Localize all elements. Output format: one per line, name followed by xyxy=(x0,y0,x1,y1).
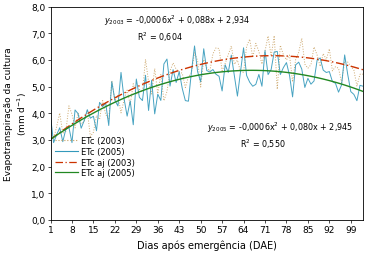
Text: $\mathit{y}_{2003}$ = -0,0006x$^2$ + 0,088x + 2,934
             R$^2$ = 0,604: $\mathit{y}_{2003}$ = -0,0006x$^2$ + 0,0… xyxy=(104,14,250,44)
Text: $\mathit{y}_{2005}$ = -0,0006x$^2$ + 0,080x + 2,945
             R$^2$ = 0,550: $\mathit{y}_{2005}$ = -0,0006x$^2$ + 0,0… xyxy=(207,120,353,150)
X-axis label: Dias após emergência (DAE): Dias após emergência (DAE) xyxy=(137,239,277,250)
Legend: ETc (2003), ETc (2005), ETc aj (2003), ETc aj (2005): ETc (2003), ETc (2005), ETc aj (2003), E… xyxy=(55,137,135,178)
Y-axis label: Evapotranspiração da cultura
(mm d$^{-1}$): Evapotranspiração da cultura (mm d$^{-1}… xyxy=(4,47,28,180)
